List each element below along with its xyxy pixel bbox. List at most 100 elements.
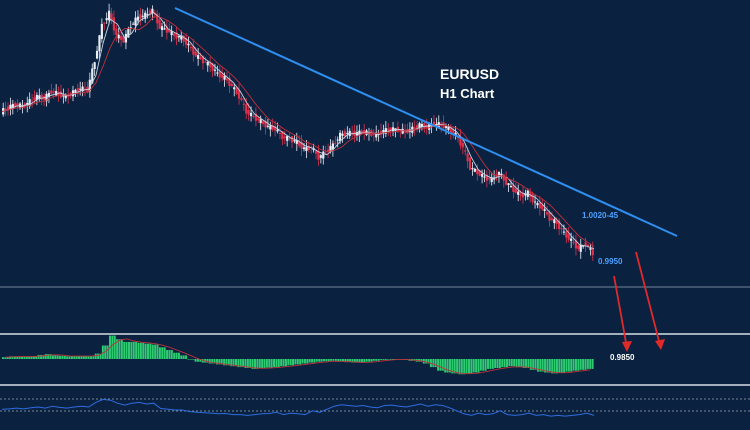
candle-body (322, 151, 325, 159)
chart-subtitle: H1 Chart (440, 86, 495, 101)
macd-bar (206, 359, 209, 363)
macd-bar (61, 355, 64, 359)
macd-bar (467, 359, 470, 374)
candle-body (242, 103, 245, 105)
candle-body (495, 174, 498, 178)
candle-body (579, 244, 582, 252)
macd-bar (47, 354, 50, 359)
macd-bar (365, 359, 368, 362)
candle-body (391, 127, 395, 132)
macd-bar (351, 359, 354, 363)
macd-bar (334, 359, 337, 361)
candle-body (278, 132, 282, 134)
candle-body (413, 127, 416, 129)
macd-bar (527, 359, 530, 368)
macd-bar (70, 356, 73, 359)
candle-body (151, 8, 154, 14)
candle-body (122, 36, 125, 43)
candles-group (2, 3, 594, 262)
macd-bar (11, 356, 14, 359)
candle-body (283, 136, 286, 139)
candle-body (387, 128, 390, 132)
macd-bar (525, 359, 528, 368)
macd-bar (370, 359, 373, 362)
candle-body (536, 203, 539, 206)
candle-body (168, 30, 171, 33)
macd-bar (318, 359, 321, 362)
macd-bar (510, 359, 513, 367)
macd-bar (213, 359, 216, 364)
macd-bar (448, 359, 451, 373)
macd-bar (456, 359, 459, 374)
macd-bar (120, 339, 123, 359)
macd-bar (349, 359, 352, 363)
macd-bar (325, 359, 328, 362)
candle-body (120, 35, 123, 40)
macd-bar (32, 356, 35, 359)
candle-body (360, 130, 363, 134)
macd-bar (470, 359, 473, 374)
candle-body (293, 140, 296, 142)
candle-body (141, 15, 144, 17)
candle-body (9, 104, 12, 110)
candle-body (103, 22, 106, 24)
candle-body (134, 17, 137, 26)
candle-body (480, 173, 484, 177)
candle-body (548, 211, 551, 221)
candle-body (33, 97, 36, 101)
candle-body (399, 129, 402, 132)
macd-bar (567, 359, 570, 372)
macd-bar (161, 347, 164, 359)
macd-bar (196, 359, 199, 362)
candle-body (57, 92, 60, 95)
macd-bar (520, 359, 523, 368)
macd-bar (261, 359, 264, 368)
macd-bar (487, 359, 489, 369)
candle-body (180, 35, 183, 40)
macd-bar (151, 344, 154, 359)
macd-bar (177, 352, 180, 359)
ma-fast-line (1, 12, 595, 250)
candle-body (372, 133, 375, 135)
macd-bar (59, 355, 62, 359)
candle-body (93, 62, 96, 69)
candle-body (211, 63, 214, 71)
macd-bar (589, 359, 592, 369)
candle-body (478, 170, 481, 176)
candle-body (519, 194, 522, 196)
candle-body (428, 123, 431, 130)
macd-bar (92, 356, 95, 359)
candle-body (98, 35, 101, 52)
macd-bar (51, 355, 54, 359)
macd-bar (308, 359, 311, 363)
candle-body (416, 125, 419, 129)
level-label-0.9850: 0.9850 (610, 353, 635, 362)
macd-bar (173, 352, 176, 359)
candle-body (218, 71, 221, 78)
macd-bar (301, 359, 304, 364)
macd-bar (306, 359, 309, 364)
candle-body (209, 62, 212, 68)
macd-bar (322, 359, 325, 362)
candle-body (165, 26, 168, 33)
macd-bar (372, 359, 375, 361)
candle-body (254, 113, 257, 121)
candle-body (249, 112, 253, 117)
macd-bar (506, 359, 509, 368)
macd-bar (341, 359, 344, 362)
candle-body (302, 147, 306, 150)
candle-body (38, 95, 41, 99)
candle-body (577, 245, 580, 250)
candle-body (423, 122, 426, 129)
macd-bar (299, 359, 302, 365)
candle-body (348, 130, 351, 136)
candle-body (497, 171, 501, 176)
macd-bar (574, 359, 577, 371)
macd-bar (382, 359, 385, 360)
macd-bar (156, 344, 159, 359)
candle-body (538, 202, 541, 209)
macd-bar (218, 359, 221, 365)
macd-bar (89, 356, 92, 359)
candle-body (107, 10, 111, 21)
